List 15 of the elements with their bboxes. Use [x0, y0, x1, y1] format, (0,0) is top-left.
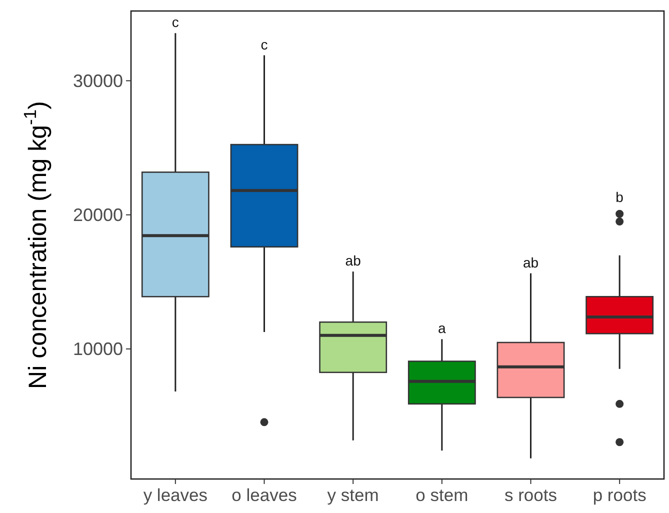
y-tick-label: 20000	[72, 205, 123, 226]
y-tick-label: 30000	[72, 71, 123, 92]
x-tick-label: s roots	[504, 485, 558, 505]
annotation: ab	[522, 254, 539, 270]
x-tick-label: p roots	[592, 485, 647, 505]
annotation: b	[616, 188, 624, 205]
x-tick-label: o stem	[416, 485, 468, 505]
x-tick-label: o leaves	[232, 485, 298, 505]
annotation: c	[172, 14, 179, 30]
y-tick-label: 10000	[72, 339, 123, 360]
annotation: c	[260, 36, 268, 52]
x-tick-label: y stem	[327, 485, 379, 505]
annotation: a	[438, 320, 446, 336]
x-tick-label: y leaves	[143, 485, 208, 505]
annotation: ab	[345, 252, 362, 269]
